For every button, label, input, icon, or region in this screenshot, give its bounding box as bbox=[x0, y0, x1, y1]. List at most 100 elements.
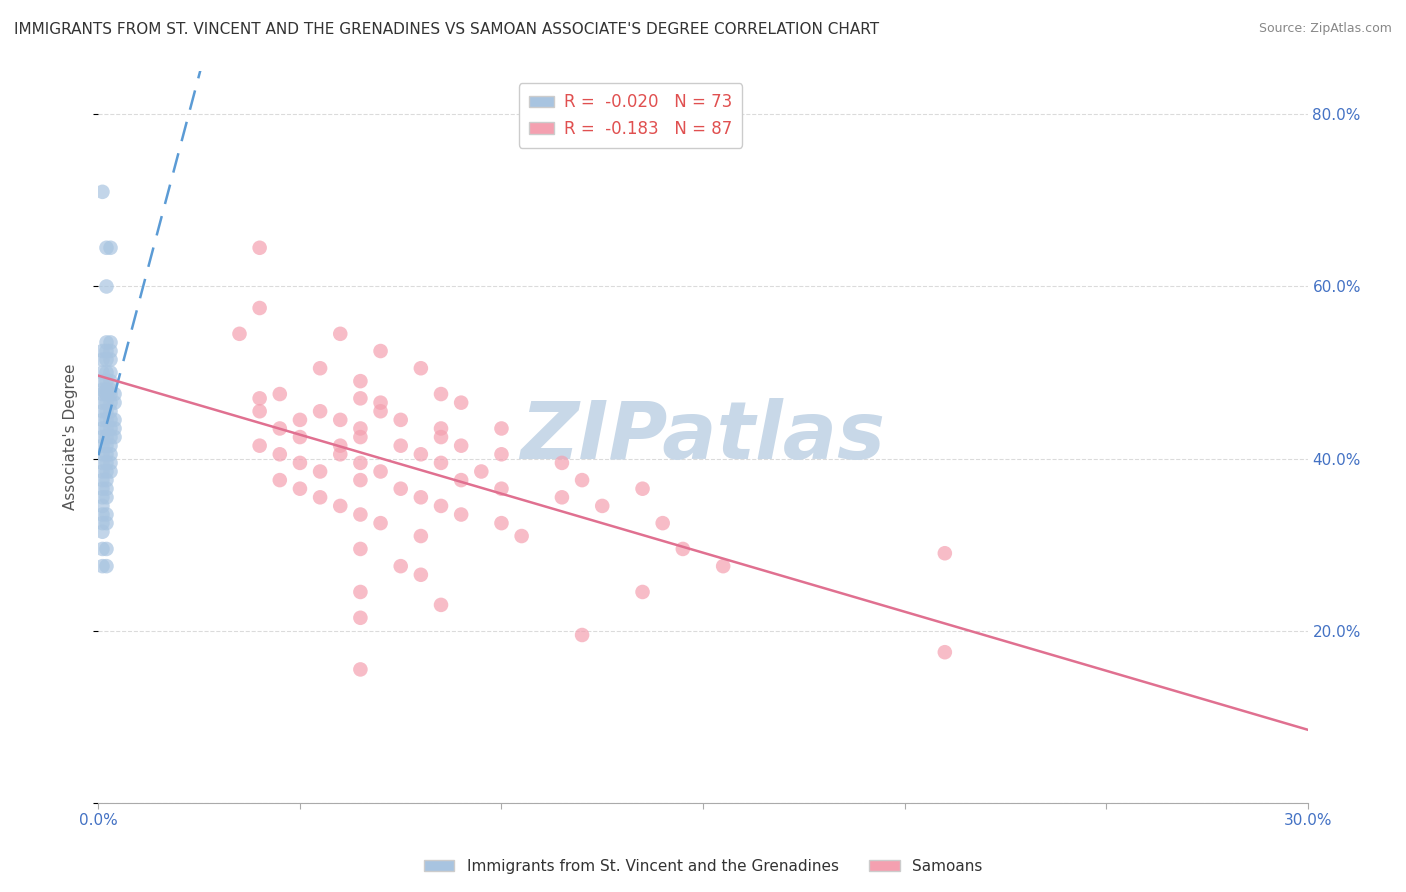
Point bbox=[309, 361, 332, 376]
Point bbox=[91, 508, 114, 522]
Point bbox=[631, 482, 654, 496]
Point bbox=[96, 447, 118, 461]
Point bbox=[651, 516, 673, 530]
Point bbox=[96, 387, 118, 401]
Point bbox=[228, 326, 250, 341]
Point bbox=[91, 421, 114, 435]
Point bbox=[249, 404, 271, 418]
Point bbox=[329, 439, 352, 453]
Point bbox=[349, 585, 371, 599]
Point bbox=[100, 430, 122, 444]
Point bbox=[450, 395, 472, 409]
Point bbox=[91, 473, 114, 487]
Point bbox=[103, 395, 125, 409]
Point bbox=[329, 447, 352, 461]
Point bbox=[349, 473, 371, 487]
Point bbox=[349, 456, 371, 470]
Point bbox=[96, 482, 118, 496]
Point bbox=[103, 430, 125, 444]
Point bbox=[91, 439, 114, 453]
Point bbox=[91, 465, 114, 479]
Point bbox=[96, 344, 118, 359]
Point bbox=[103, 421, 125, 435]
Point bbox=[389, 482, 412, 496]
Point bbox=[96, 279, 118, 293]
Point bbox=[96, 366, 118, 380]
Point bbox=[100, 439, 122, 453]
Point bbox=[409, 529, 432, 543]
Point bbox=[249, 241, 271, 255]
Point bbox=[100, 383, 122, 397]
Point bbox=[91, 387, 114, 401]
Text: IMMIGRANTS FROM ST. VINCENT AND THE GRENADINES VS SAMOAN ASSOCIATE'S DEGREE CORR: IMMIGRANTS FROM ST. VINCENT AND THE GREN… bbox=[14, 22, 879, 37]
Point bbox=[91, 559, 114, 574]
Point bbox=[571, 628, 593, 642]
Point bbox=[91, 344, 114, 359]
Point bbox=[96, 456, 118, 470]
Point bbox=[103, 413, 125, 427]
Point bbox=[96, 335, 118, 350]
Text: Source: ZipAtlas.com: Source: ZipAtlas.com bbox=[1258, 22, 1392, 36]
Point bbox=[470, 465, 492, 479]
Point bbox=[491, 447, 513, 461]
Y-axis label: Associate's Degree: Associate's Degree bbox=[63, 364, 77, 510]
Point bbox=[329, 499, 352, 513]
Point bbox=[409, 567, 432, 582]
Point bbox=[329, 413, 352, 427]
Point bbox=[370, 404, 392, 418]
Point bbox=[349, 662, 371, 676]
Point bbox=[349, 508, 371, 522]
Point bbox=[100, 447, 122, 461]
Point bbox=[91, 366, 114, 380]
Point bbox=[631, 585, 654, 599]
Point bbox=[409, 447, 432, 461]
Point bbox=[100, 241, 122, 255]
Point bbox=[100, 404, 122, 418]
Point bbox=[91, 395, 114, 409]
Point bbox=[100, 352, 122, 367]
Point bbox=[329, 326, 352, 341]
Point bbox=[370, 465, 392, 479]
Point bbox=[96, 439, 118, 453]
Point bbox=[100, 387, 122, 401]
Point bbox=[430, 456, 453, 470]
Point bbox=[349, 392, 371, 406]
Point bbox=[349, 430, 371, 444]
Point bbox=[551, 491, 574, 505]
Point bbox=[551, 456, 574, 470]
Point bbox=[100, 366, 122, 380]
Point bbox=[288, 430, 311, 444]
Point bbox=[934, 546, 956, 560]
Point bbox=[430, 499, 453, 513]
Point bbox=[96, 383, 118, 397]
Text: ZIPatlas: ZIPatlas bbox=[520, 398, 886, 476]
Point bbox=[510, 529, 533, 543]
Point bbox=[91, 404, 114, 418]
Point bbox=[91, 352, 114, 367]
Point bbox=[100, 465, 122, 479]
Point bbox=[91, 482, 114, 496]
Point bbox=[389, 413, 412, 427]
Point bbox=[96, 404, 118, 418]
Point bbox=[450, 473, 472, 487]
Point bbox=[409, 491, 432, 505]
Point bbox=[430, 421, 453, 435]
Point bbox=[91, 516, 114, 530]
Point bbox=[711, 559, 734, 574]
Point bbox=[288, 456, 311, 470]
Point bbox=[96, 465, 118, 479]
Point bbox=[91, 447, 114, 461]
Point bbox=[370, 344, 392, 359]
Point bbox=[491, 516, 513, 530]
Point bbox=[96, 508, 118, 522]
Point bbox=[249, 392, 271, 406]
Point bbox=[96, 430, 118, 444]
Point bbox=[91, 383, 114, 397]
Point bbox=[349, 541, 371, 556]
Point bbox=[288, 413, 311, 427]
Legend: R =  -0.020   N = 73, R =  -0.183   N = 87: R = -0.020 N = 73, R = -0.183 N = 87 bbox=[519, 83, 742, 148]
Point bbox=[269, 473, 291, 487]
Point bbox=[96, 413, 118, 427]
Point bbox=[370, 516, 392, 530]
Point bbox=[288, 482, 311, 496]
